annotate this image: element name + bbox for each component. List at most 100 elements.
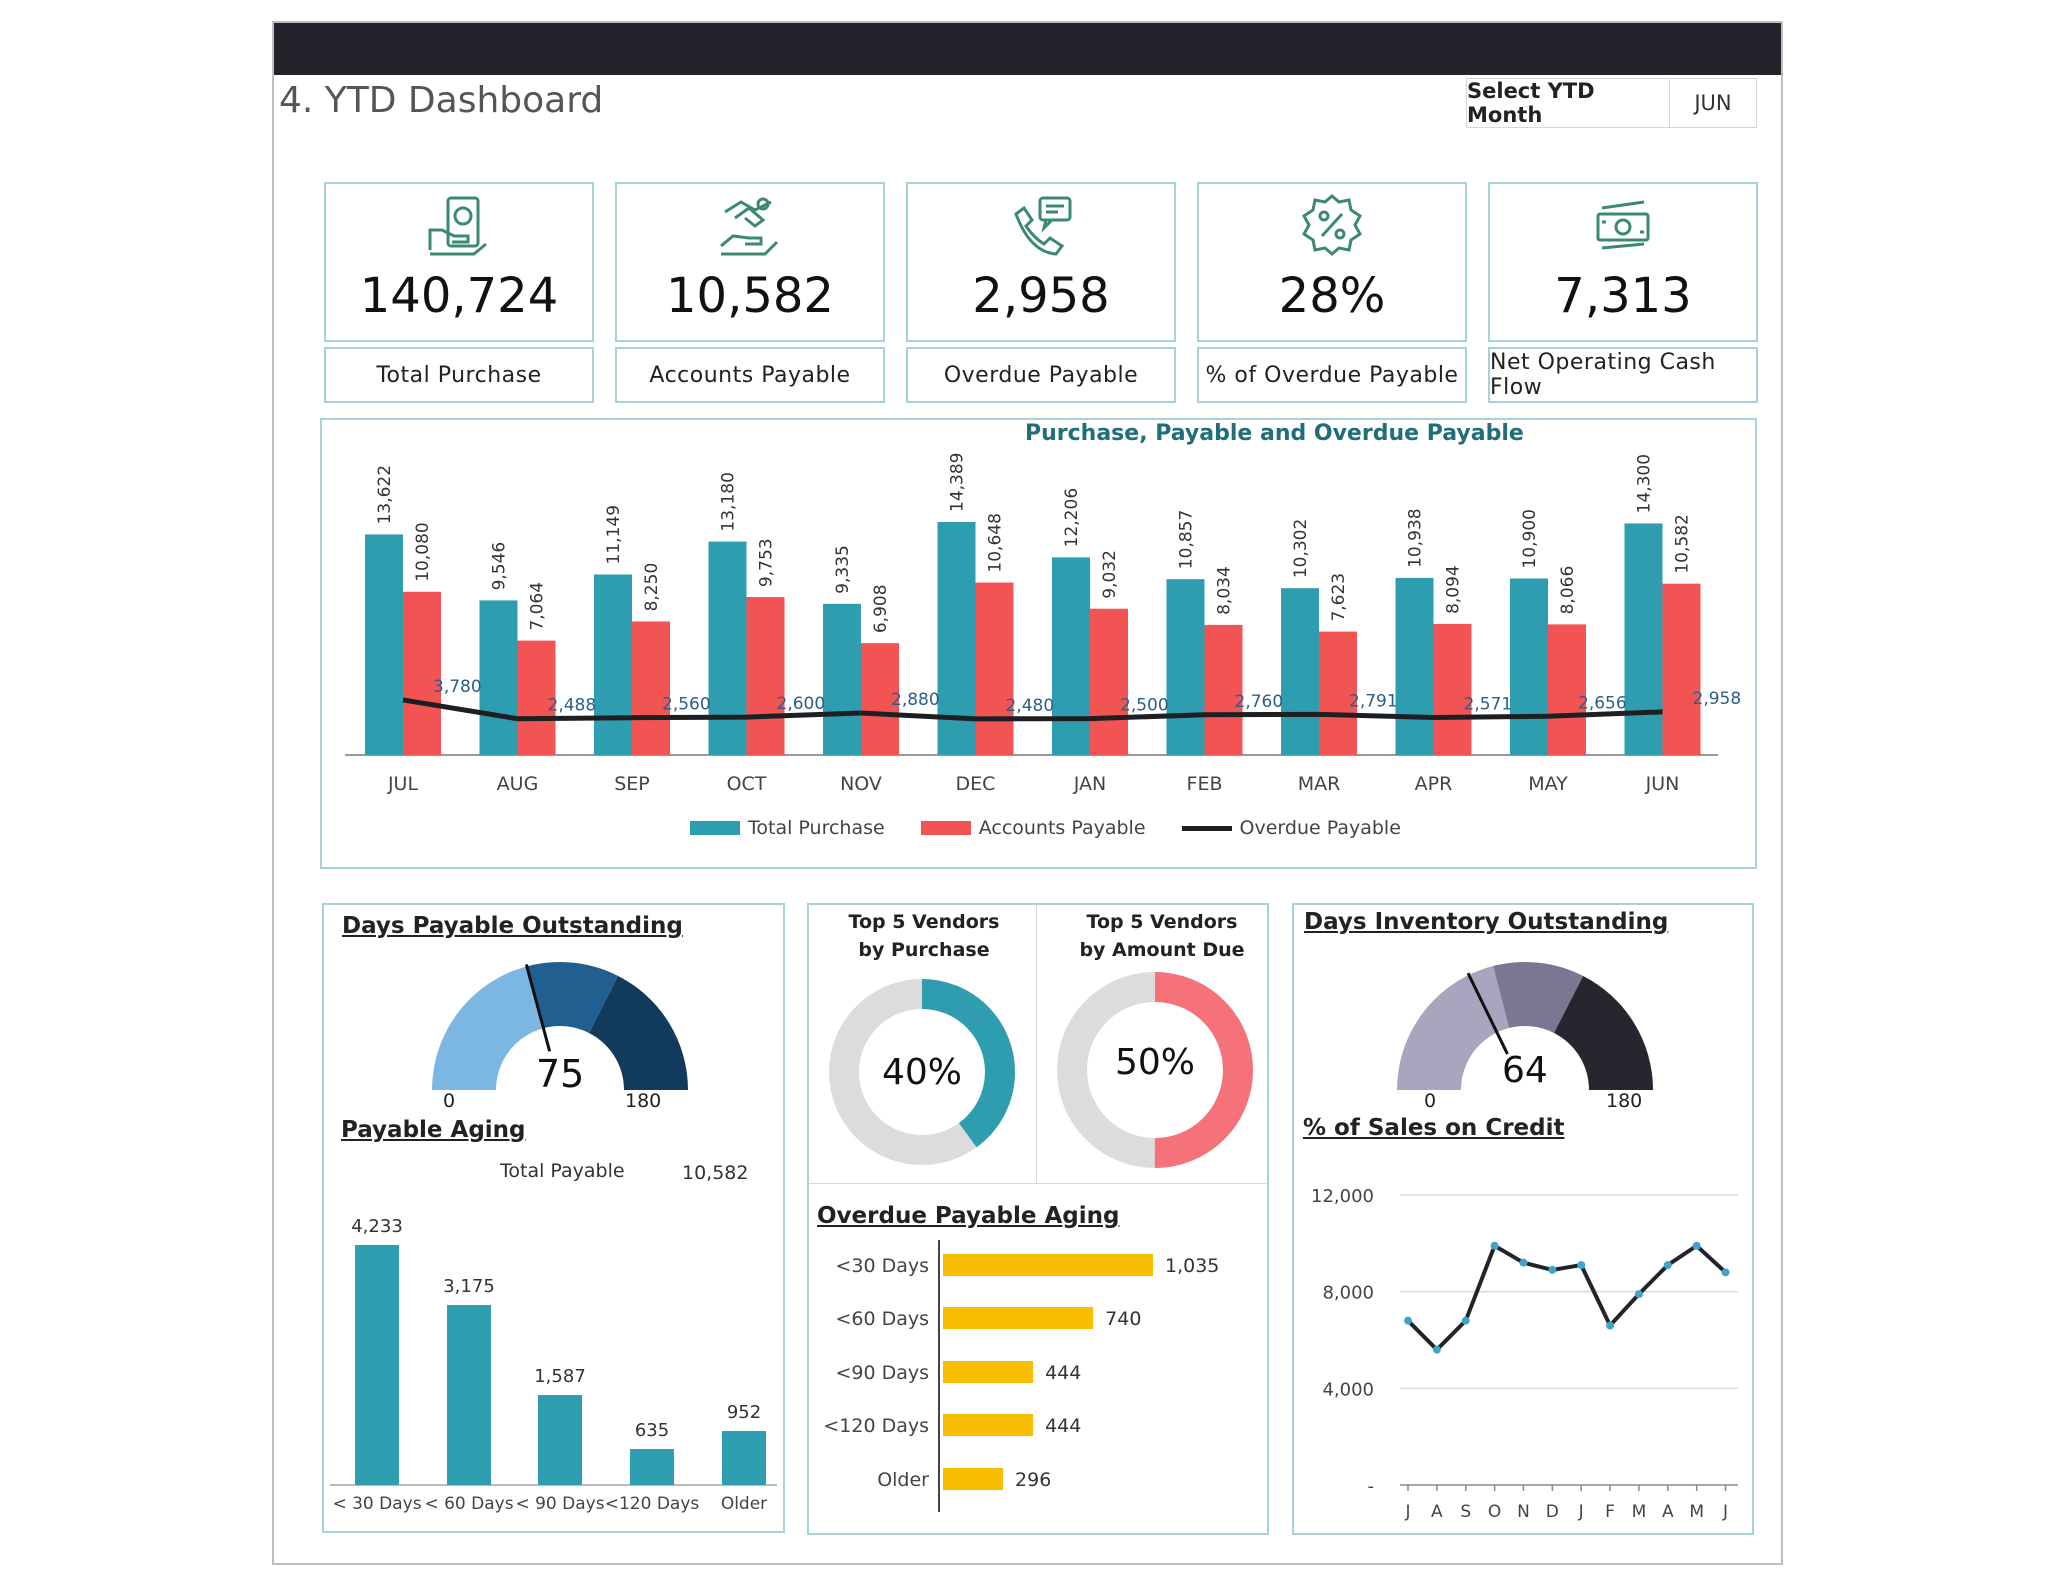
x-tick-label: MAY bbox=[1528, 773, 1568, 795]
bar-label-total-purchase: 14,389 bbox=[948, 453, 968, 512]
overdue-bar-label: 1,035 bbox=[1165, 1255, 1219, 1277]
overdue-y-label: Older bbox=[877, 1469, 929, 1491]
kpi-value: 2,958 bbox=[972, 268, 1110, 324]
dpo-gauge bbox=[432, 962, 688, 1090]
overdue-bar-label: 444 bbox=[1045, 1362, 1081, 1384]
line-label-overdue-payable: 2,791 bbox=[1349, 691, 1398, 711]
credit-point bbox=[1432, 1345, 1441, 1354]
credit-x-label: F bbox=[1605, 1502, 1615, 1522]
legend-overdue-payable: Overdue Payable bbox=[1181, 817, 1401, 839]
overdue-bar bbox=[943, 1468, 1004, 1490]
bar-total-purchase bbox=[479, 600, 518, 755]
line-label-overdue-payable: 2,480 bbox=[1006, 696, 1055, 716]
bar-total-purchase bbox=[1510, 578, 1548, 755]
bar-accounts-payable bbox=[403, 591, 441, 755]
credit-point bbox=[1606, 1321, 1615, 1330]
credit-point bbox=[1577, 1261, 1586, 1270]
overdue-bar bbox=[943, 1361, 1034, 1383]
vendors-due-title-line1: Top 5 Vendors bbox=[1086, 911, 1238, 933]
money-hand-icon bbox=[428, 196, 487, 256]
overdue-y-label: <90 Days bbox=[835, 1362, 929, 1384]
bar-label-total-purchase: 13,622 bbox=[375, 465, 395, 524]
donut-purchase-value-arc bbox=[829, 979, 1015, 1165]
credit-point bbox=[1490, 1241, 1499, 1250]
bar-label-total-purchase: 10,938 bbox=[1406, 508, 1426, 567]
credit-x-label: M bbox=[1689, 1502, 1704, 1522]
credit-point bbox=[1663, 1261, 1672, 1270]
credit-point bbox=[1721, 1268, 1730, 1277]
dio-gauge bbox=[1397, 962, 1653, 1090]
x-tick-label: NOV bbox=[840, 773, 882, 795]
line-label-overdue-payable: 2,500 bbox=[1120, 696, 1169, 716]
bar-label-accounts-payable: 8,094 bbox=[1444, 565, 1464, 614]
donut-purchase bbox=[829, 979, 1015, 1165]
bar-total-purchase bbox=[594, 574, 632, 755]
bar-label-accounts-payable: 10,648 bbox=[986, 513, 1006, 572]
payable-aging-chart: 4,233 < 30 Days 3,175 < 60 Days 1,587 < 90 Da… bbox=[330, 1216, 777, 1514]
ytd-month-value[interactable]: JUN bbox=[1694, 91, 1732, 115]
vendors-purchase-title-line2: by Purchase bbox=[858, 939, 990, 961]
vendors-due-title-line2: by Amount Due bbox=[1079, 939, 1245, 961]
legend-total-purchase: Total Purchase bbox=[690, 817, 885, 839]
bar-total-purchase bbox=[365, 534, 403, 755]
line-label-overdue-payable: 2,488 bbox=[548, 696, 597, 716]
total-payable-label: Total Payable bbox=[500, 1160, 625, 1182]
dio-band-low bbox=[1397, 966, 1510, 1090]
aging-bar bbox=[722, 1431, 766, 1485]
bar-accounts-payable bbox=[746, 597, 785, 755]
kpi-label: Overdue Payable bbox=[906, 347, 1176, 403]
bar-label-accounts-payable: 9,032 bbox=[1100, 550, 1120, 599]
bar-accounts-payable bbox=[975, 582, 1014, 755]
overdue-bar bbox=[943, 1414, 1034, 1436]
donut-purchase-pct: 40% bbox=[881, 1052, 962, 1093]
bar-total-purchase bbox=[708, 541, 747, 755]
bar-total-purchase bbox=[1395, 577, 1434, 755]
credit-x-label: J bbox=[1404, 1502, 1410, 1522]
dpo-title: Days Payable Outstanding bbox=[342, 913, 683, 939]
overdue-y-label: <120 Days bbox=[823, 1415, 929, 1437]
ytd-month-label: Select YTD Month bbox=[1467, 79, 1670, 127]
top-bar bbox=[274, 23, 1781, 75]
line-overdue-payable bbox=[402, 697, 1663, 722]
credit-y-tick: - bbox=[1368, 1476, 1375, 1497]
bar-label-total-purchase: 10,900 bbox=[1520, 509, 1540, 568]
cash-stack-icon bbox=[1596, 200, 1650, 250]
bar-label-accounts-payable: 7,064 bbox=[528, 582, 548, 631]
aging-x-label: < 60 Days bbox=[424, 1494, 513, 1514]
sales-credit-title: % of Sales on Credit bbox=[1303, 1115, 1565, 1141]
bar-total-purchase bbox=[1281, 588, 1319, 755]
aging-bar bbox=[355, 1245, 399, 1485]
bar-accounts-payable bbox=[1090, 608, 1128, 755]
legend-label: Total Purchase bbox=[748, 817, 885, 839]
credit-x-label: A bbox=[1431, 1502, 1443, 1522]
x-tick-label: DEC bbox=[956, 773, 996, 795]
kpi-value: 140,724 bbox=[359, 268, 559, 324]
credit-point bbox=[1634, 1290, 1643, 1299]
bar-label-total-purchase: 12,206 bbox=[1062, 488, 1082, 547]
vendors-due-title: Top 5 Vendors by Amount Due bbox=[1040, 908, 1284, 964]
bar-label-accounts-payable: 9,753 bbox=[757, 538, 777, 587]
kpi-percent-overdue: 28% bbox=[1197, 182, 1467, 342]
dpo-max: 180 bbox=[625, 1090, 662, 1112]
kpi-label: Accounts Payable bbox=[615, 347, 885, 403]
credit-x-label: D bbox=[1546, 1502, 1559, 1522]
line-label-overdue-payable: 2,571 bbox=[1464, 695, 1513, 715]
aging-bar bbox=[630, 1448, 674, 1485]
x-tick-label: OCT bbox=[727, 773, 767, 795]
bar-total-purchase bbox=[1624, 523, 1663, 755]
credit-point bbox=[1692, 1241, 1701, 1250]
x-tick-label: JUL bbox=[387, 773, 419, 795]
kpi-value: 10,582 bbox=[666, 268, 834, 324]
credit-y-tick: 8,000 bbox=[1322, 1283, 1374, 1304]
bar-label-accounts-payable: 10,582 bbox=[1673, 514, 1693, 573]
credit-point bbox=[1404, 1316, 1412, 1325]
donut-due-value-arc bbox=[1057, 972, 1253, 1168]
kpi-total-purchase: 140,724 bbox=[324, 182, 594, 342]
ytd-month-selector[interactable]: Select YTD Month JUN bbox=[1466, 78, 1757, 128]
bar-accounts-payable bbox=[1548, 624, 1586, 755]
x-tick-label: FEB bbox=[1187, 773, 1223, 795]
bar-total-purchase bbox=[823, 603, 861, 755]
overdue-bar bbox=[943, 1307, 1094, 1329]
line-label-overdue-payable: 2,600 bbox=[777, 694, 826, 714]
